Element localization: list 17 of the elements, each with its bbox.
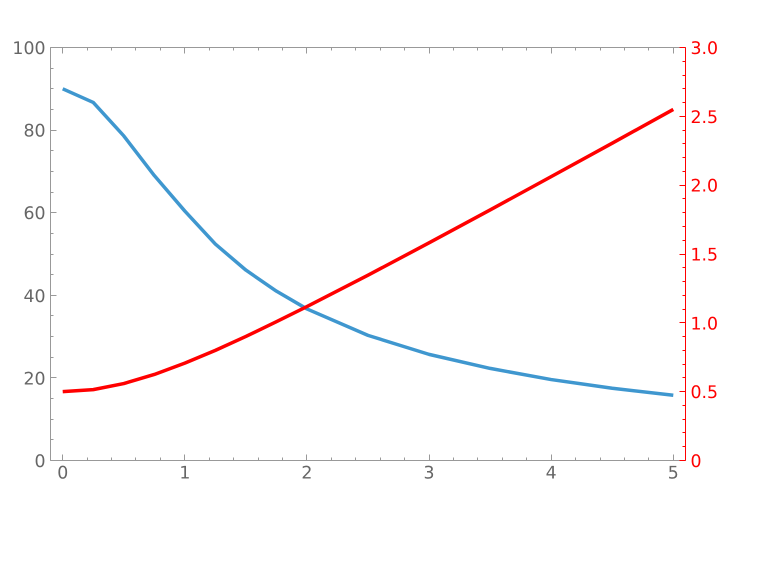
y2-tick-label: 2.5 <box>690 108 718 128</box>
y2-tick-label: 1.0 <box>690 314 718 334</box>
x-tick-label: 4 <box>546 464 557 484</box>
y-tick-label: 100 <box>12 39 46 59</box>
x-tick-label: 2 <box>301 464 312 484</box>
y-tick-label: 20 <box>23 369 46 390</box>
x-tick-label: 0 <box>57 464 68 484</box>
y2-tick-label: 2.0 <box>690 176 718 197</box>
y-tick-label: 80 <box>23 122 46 142</box>
y-tick-label: 40 <box>23 286 46 307</box>
x-tick-label: 5 <box>668 464 679 484</box>
y2-tick-label: 3.0 <box>690 39 718 59</box>
x-tick-label: 1 <box>179 464 190 484</box>
y-tick-label: 60 <box>23 204 46 224</box>
y2-tick-label: 1.5 <box>690 246 718 266</box>
y2-tick-label: 0.5 <box>690 383 718 404</box>
x-tick-label: 3 <box>424 464 435 484</box>
